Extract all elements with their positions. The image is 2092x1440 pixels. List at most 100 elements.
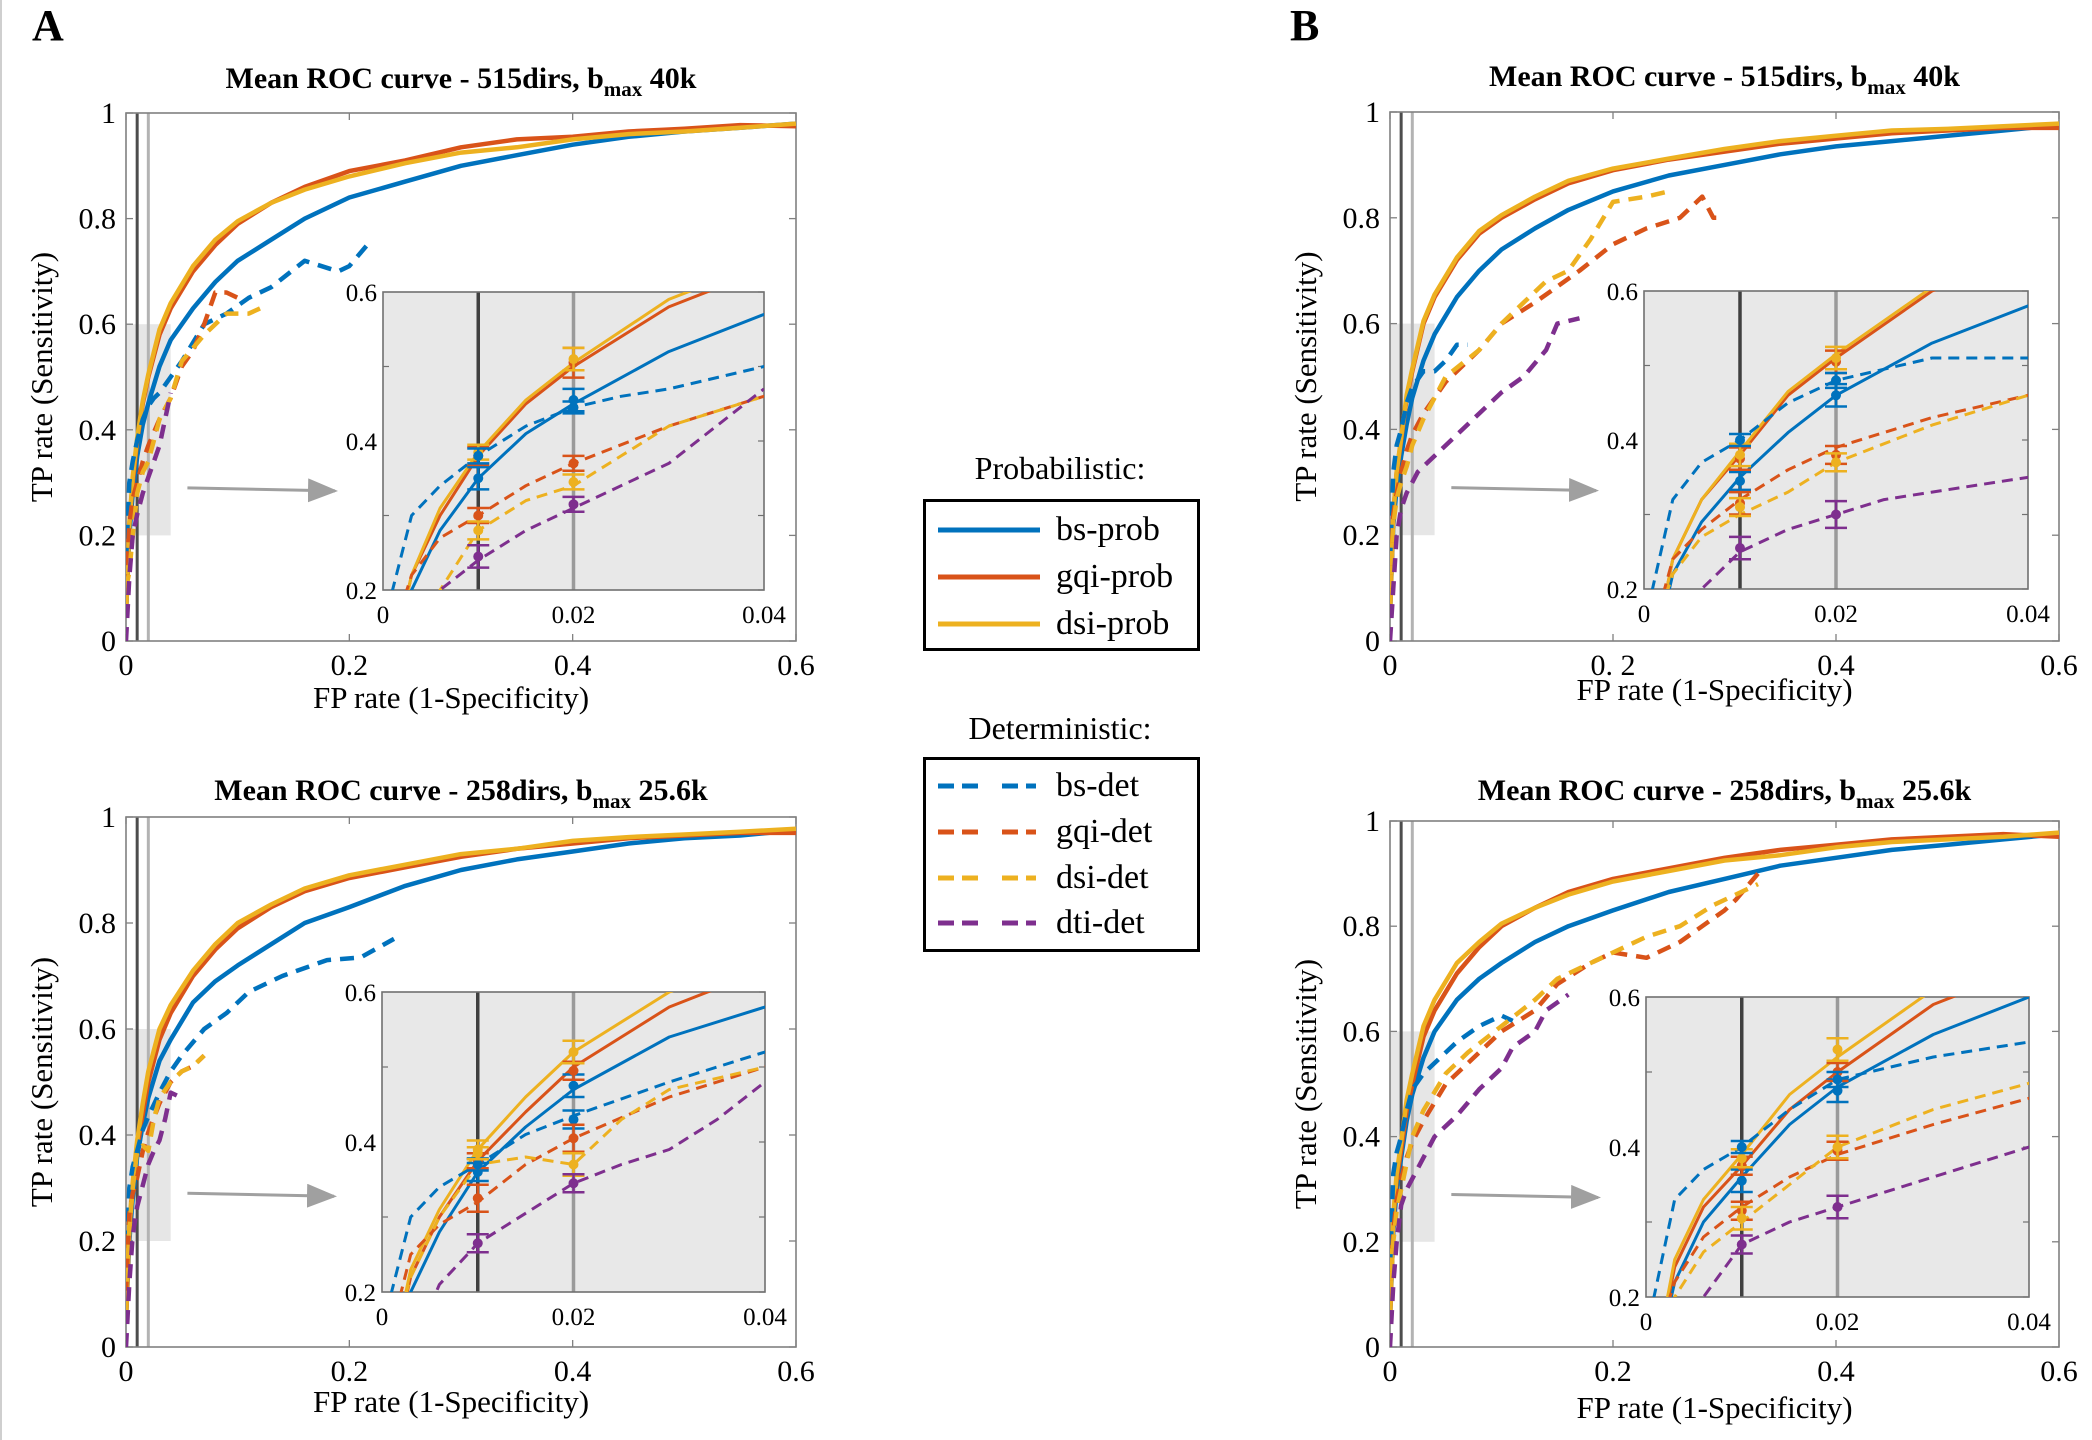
x-tick-label: 0.6 [2040,649,2078,682]
inset-series-line-dsi-det [1666,393,2028,589]
inset-x-tick-label: 0 [376,1304,389,1331]
x-tick-label: 0.4 [1817,649,1855,682]
y-tick-label: 0.8 [1343,910,1381,943]
axes-box [1389,111,2060,642]
data-point-dti-det [1832,1202,1843,1212]
x-tick-label: 0.2 [331,1355,369,1388]
series-line-dsi-prob [126,121,796,615]
inset-x-tick-label: 0.04 [2006,601,2050,628]
series-line-dti-det [126,392,173,641]
y-tick-label: 0.4 [1343,413,1381,446]
x-tick-label: 0.4 [1817,1355,1855,1388]
chart-title: Mean ROC curve - 515dirs, bmax 40k [1489,60,1960,99]
inset-A-top: 0 0.02 0.04 0.2 0.4 0.6 [346,280,787,629]
data-point-dsi-det [473,525,484,536]
data-point-bs-det [473,450,484,461]
x-tick-label: 0 [1383,1355,1398,1388]
inset-x-tick-label: 0.02 [1816,1309,1860,1336]
inset-series-line-dsi-prob [1665,997,1926,1297]
y-tick-label: 0 [101,1331,116,1364]
chart-title: Mean ROC curve - 515dirs, bmax 40k [226,62,697,101]
legend-swatch-dsi-prob [938,621,1040,627]
zoom-arrow [1451,1184,1601,1209]
y-tick-label: 0 [101,625,116,658]
inset-y-tick-label: 0.4 [345,1130,377,1157]
legend-swatch-gqi-prob [938,574,1040,580]
data-point-gqi-det [568,1133,579,1144]
inset-y-tick-label: 0.2 [1609,1285,1640,1312]
inset-B-bottom: 0 0.02 0.04 0.2 0.4 0.6 [1609,985,2052,1336]
data-point-bs-prob [1831,390,1841,401]
series-line-bs-det [1390,1013,1514,1269]
x-tick-label: 0.2 [331,649,369,682]
y-tick-label: 0.4 [1343,1121,1381,1154]
y-tick-label: 0.6 [79,308,117,341]
data-point-bs-det [568,1114,579,1125]
series-line-dti-det [1390,316,1581,641]
title-subscript: max [1867,75,1906,99]
legend-label: gqi-det [1056,813,1153,850]
y-axis-label: TP rate (Sensitivity) [24,252,59,502]
legend-heading-probabilistic: Probabilistic: [974,450,1146,486]
title-subscript: max [1856,789,1895,813]
data-point-dti-det [1831,509,1841,520]
data-point-dti-det [472,1238,483,1249]
title-suffix: 40k [642,62,697,95]
main-series [1390,830,2059,1347]
inset-series-line-dsi-det [438,394,764,590]
x-tick-label: 0.2 [1594,1355,1632,1388]
inset-A-bottom: 0 0.02 0.04 0.2 0.4 0.6 [345,980,788,1331]
y-tick-label: 0.4 [79,1119,117,1152]
inset-series-line-dsi-prob [406,292,692,590]
data-point-bs-det [1832,1074,1843,1085]
data-point-dti-det [568,499,579,510]
panel-label-a: A [32,1,64,50]
data-point-dti-det [473,551,484,562]
title-suffix: 40k [1906,60,1961,93]
inset-y-tick-label: 0.2 [346,578,377,605]
data-point-bs-prob [473,473,484,484]
x-tick-label: 0.4 [554,649,592,682]
y-tick-label: 0.2 [1343,1226,1381,1259]
series-line-dsi-det [1390,882,1759,1295]
y-tick-label: 1 [101,97,116,130]
data-point-bs-det [568,402,579,413]
title-subscript: max [604,77,643,101]
data-point-dsi-prob [1735,449,1745,460]
legend-swatch-bs-prob [938,527,1040,533]
legend-label: bs-prob [1056,511,1160,548]
data-point-dsi-det [568,476,579,487]
inset-series-line-dsi-det [405,1065,765,1292]
inset-x-tick-label: 0.02 [552,1304,596,1331]
chart-title: Mean ROC curve - 258dirs, bmax 25.6k [214,774,708,813]
y-tick-label: 0.8 [79,907,117,940]
inset-x-tick-label: 0 [377,602,390,629]
inset-series-line-bs-prob [1669,997,2029,1297]
zoom-arrow [1451,478,1599,503]
data-point-dsi-prob [1736,1153,1747,1164]
data-point-bs-det [1735,435,1745,445]
axes-box [125,112,797,642]
zoom-arrow [187,478,338,503]
legend-label: gqi-prob [1056,558,1174,595]
x-tick-label: 0 [119,649,134,682]
data-point-dsi-det [1736,1213,1747,1224]
y-tick-label: 1 [1365,96,1380,129]
inset-series-line-dsi-prob [404,992,674,1292]
legend-item-dti-det: dti-det [938,903,1198,943]
y-tick-label: 0.2 [79,519,117,552]
data-point-dti-det [568,1178,579,1189]
data-point-dsi-det [568,1159,579,1170]
inset-series-line-gqi-det [405,394,764,590]
y-tick-label: 0.6 [79,1013,117,1046]
y-tick-label: 0.6 [1343,1015,1381,1048]
y-tick-label: 0 [1365,1331,1380,1364]
series-line-dti-det [126,1090,183,1347]
inset-series-line-dti-det [1699,475,2028,589]
legend-label: dsi-det [1056,859,1149,896]
series-line-dsi-prob [126,826,796,1321]
inset-y-tick-label: 0.6 [1609,985,1640,1012]
inset-series-line-bs-det [1652,1040,2029,1297]
y-tick-label: 0 [1365,625,1380,658]
series-line-dsi-det [126,306,261,589]
